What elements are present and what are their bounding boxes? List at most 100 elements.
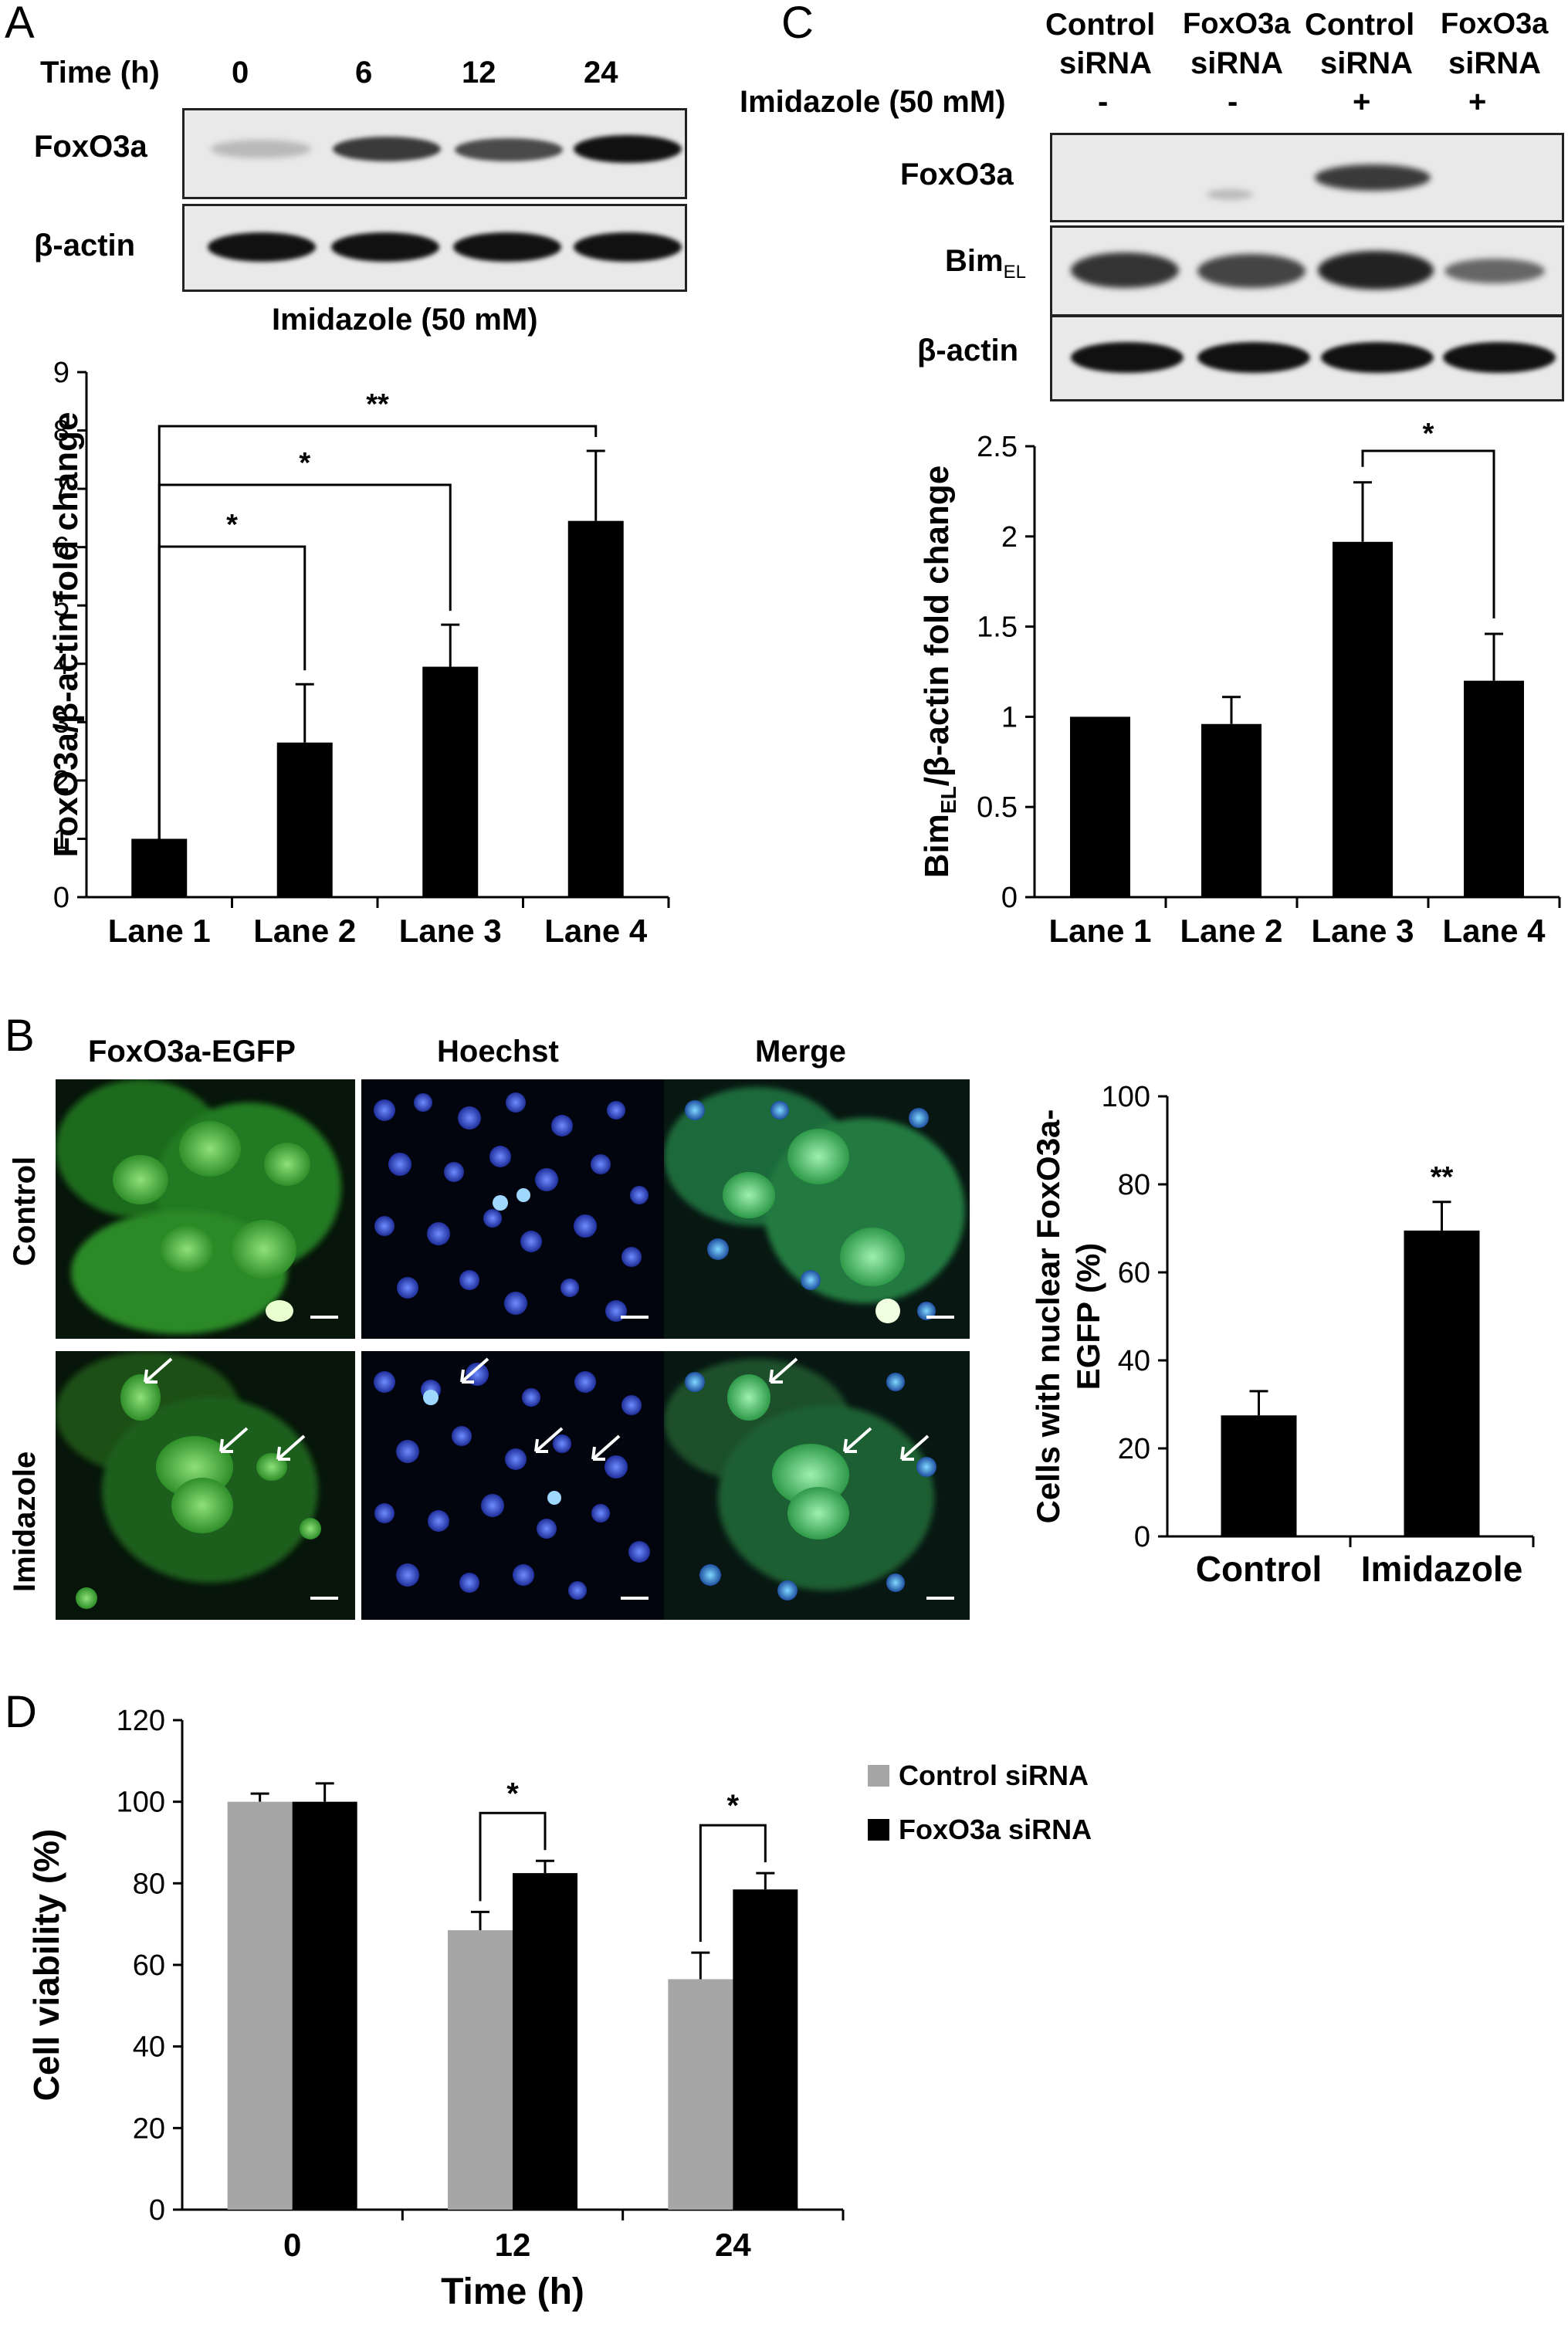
panel-c-col-3-line1: Control xyxy=(1305,8,1415,42)
legend-swatch xyxy=(868,1765,889,1787)
y-tick-label: 9 xyxy=(53,357,69,389)
x-tick-label: Lane 3 xyxy=(399,913,502,949)
x-tick-label: Control xyxy=(1196,1549,1322,1589)
bar xyxy=(567,520,624,897)
y-tick-label: 6 xyxy=(53,532,69,564)
bar xyxy=(733,1889,798,2210)
panel-c-treatment-label: Imidazole (50 mM) xyxy=(740,85,1006,119)
y-tick-label: 80 xyxy=(133,1868,165,1900)
panel-c-sign-1: - xyxy=(1098,85,1109,119)
significance-label: * xyxy=(226,509,238,541)
y-tick-label: 60 xyxy=(1118,1257,1150,1289)
panel-c-sign-3: + xyxy=(1353,85,1371,119)
panel-a-bar-chart: 0 1 2 3 4 5 6 7 8 9 Lane 1 Lane 2 Lane 3 Lane 4 FoxO3a… xyxy=(47,357,670,949)
panel-c-bim-blot xyxy=(1050,225,1564,317)
bar xyxy=(422,666,479,897)
panel-b-col-merge: Merge xyxy=(755,1035,846,1069)
y-tick-label: 5 xyxy=(53,590,69,622)
y-tick-label: 0 xyxy=(1134,1521,1150,1553)
x-tick-label: Lane 1 xyxy=(108,913,211,949)
legend-entry: Control siRNA xyxy=(899,1760,1089,1791)
x-tick-label: Lane 3 xyxy=(1311,913,1414,949)
band xyxy=(574,135,682,163)
y-axis-label: BimEL/β-actin fold change xyxy=(918,466,960,878)
micrograph-control-hoechst xyxy=(361,1079,664,1339)
band xyxy=(1444,259,1545,283)
band xyxy=(1197,254,1306,288)
x-tick-label: Lane 2 xyxy=(253,913,356,949)
band xyxy=(574,232,682,262)
y-tick-label: 0 xyxy=(149,2194,165,2227)
panel-b-col-hoechst: Hoechst xyxy=(437,1035,559,1069)
y-axis-label: FoxO3a/β-actin fold change xyxy=(47,412,85,858)
panel-c-col-3-line2: siRNA xyxy=(1320,46,1414,80)
x-tick-label: Lane 1 xyxy=(1048,913,1151,949)
band xyxy=(1197,342,1310,373)
y-tick-label: 2 xyxy=(1001,521,1018,554)
bim-label-subscript: EL xyxy=(1003,262,1026,283)
band xyxy=(208,232,316,262)
arrow-icons xyxy=(144,1357,930,1461)
x-axis-label: Time (h) xyxy=(441,2271,584,2312)
significance-bracket xyxy=(699,1824,767,1943)
y-tick-label: 1 xyxy=(53,823,69,855)
panel-b-col-egfp: FoxO3a-EGFP xyxy=(88,1035,296,1069)
band xyxy=(1071,342,1184,373)
panel-c-sign-2: - xyxy=(1228,85,1238,119)
y-axis-label-line2: EGFP (%) xyxy=(1070,1243,1106,1390)
x-tick-label: 0 xyxy=(283,2227,301,2263)
y-tick-label: 2 xyxy=(53,765,69,798)
y-tick-label: 4 xyxy=(53,649,69,681)
bar xyxy=(1404,1230,1480,1536)
panel-c-col-4-line1: FoxO3a xyxy=(1441,8,1549,40)
y-tick-label: 100 xyxy=(1102,1081,1150,1113)
panel-a-actin-blot xyxy=(182,204,687,292)
significance-bracket xyxy=(157,425,598,859)
significance-label: * xyxy=(1423,418,1434,450)
panel-a-letter: A xyxy=(5,0,35,48)
y-axis-label: Cell viability (%) xyxy=(26,1829,66,2102)
y-tick-label: 20 xyxy=(1118,1433,1150,1465)
band xyxy=(453,232,561,262)
y-tick-label: 100 xyxy=(117,1787,165,1819)
x-tick-label: Lane 4 xyxy=(544,913,648,949)
panel-b-row-imidazole: Imidazole xyxy=(8,1451,42,1592)
panel-a-time-12: 12 xyxy=(462,56,496,90)
panel-c-col-2-line2: siRNA xyxy=(1190,46,1284,80)
micrograph-control-egfp xyxy=(56,1079,355,1339)
y-tick-label: 0 xyxy=(1001,882,1018,914)
x-tick-label: Imidazole xyxy=(1361,1549,1523,1589)
bar xyxy=(513,1873,577,2210)
y-tick-label: 80 xyxy=(1118,1169,1150,1201)
band xyxy=(1321,342,1434,373)
micrograph-control-merge-content xyxy=(664,1079,970,1339)
panel-b-letter: B xyxy=(5,1011,35,1061)
y-tick-label: 8 xyxy=(53,415,69,448)
y-tick-label: 1.5 xyxy=(977,611,1018,644)
significance-label: ** xyxy=(366,388,389,421)
panel-c-actin-blot xyxy=(1050,315,1564,401)
y-tick-label: 7 xyxy=(53,473,69,506)
panel-c-letter: C xyxy=(781,0,814,48)
panel-c-col-1-line2: siRNA xyxy=(1059,46,1153,80)
y-tick-label: 40 xyxy=(1118,1345,1150,1377)
bar xyxy=(227,1801,293,2210)
bim-label-text: Bim xyxy=(945,244,1004,278)
legend-entry: FoxO3a siRNA xyxy=(899,1814,1092,1845)
band xyxy=(211,140,311,158)
significance-label: ** xyxy=(1431,1161,1454,1194)
panel-c-col-4-line2: siRNA xyxy=(1448,46,1542,80)
band xyxy=(1318,251,1434,290)
panel-c-sign-4: + xyxy=(1468,85,1487,119)
panel-a-time-0: 0 xyxy=(232,56,249,90)
y-tick-label: 0 xyxy=(53,882,69,914)
band xyxy=(1443,342,1556,373)
panel-b-bar-chart: 0 20 40 60 80 100 Control Imidazole Cells with n… xyxy=(1030,1081,1535,1589)
panel-c-foxo3a-blot xyxy=(1050,133,1564,222)
bar xyxy=(292,1801,357,2210)
band xyxy=(331,232,439,262)
y-tick-label: 1 xyxy=(1001,701,1018,733)
bar xyxy=(1464,680,1524,897)
significance-label: * xyxy=(299,447,310,479)
panel-a-foxo3a-blot xyxy=(182,108,687,199)
